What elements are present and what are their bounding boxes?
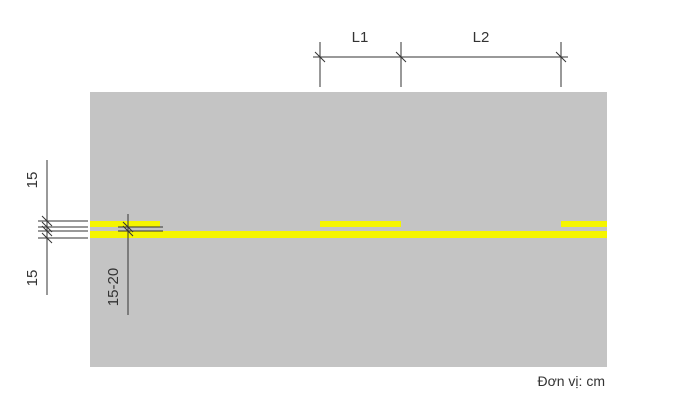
l2-label: L2 <box>473 29 490 46</box>
gap-label: 15-20 <box>105 268 122 306</box>
unit-note: Đơn vị: cm <box>537 373 605 389</box>
bottom-offset-label: 15 <box>24 270 41 287</box>
dashed-marking-segment <box>320 221 401 227</box>
gap-dimension <box>118 214 163 315</box>
l1-label: L1 <box>352 29 369 46</box>
top-offset-label: 15 <box>24 172 41 189</box>
road-surface <box>90 92 607 367</box>
dashed-marking-segment <box>561 221 607 227</box>
continuous-marking-line <box>90 231 607 238</box>
left-dimension <box>38 160 88 295</box>
top-dimension <box>313 42 568 87</box>
